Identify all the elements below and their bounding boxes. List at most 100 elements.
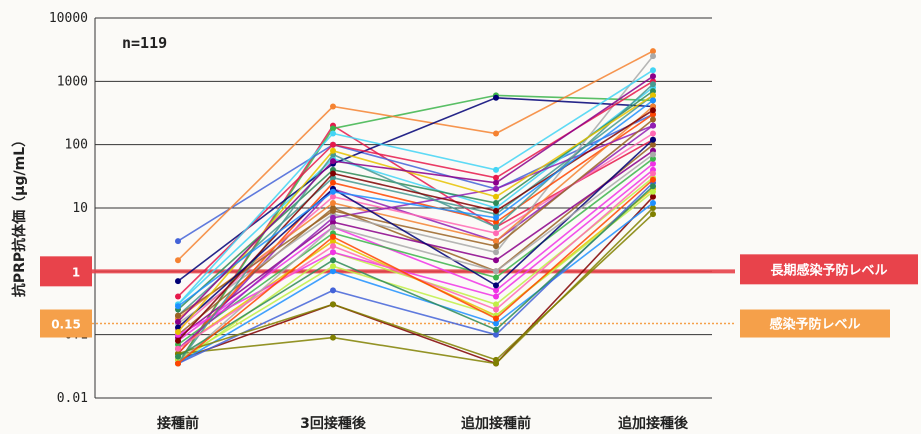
data-point — [650, 67, 656, 74]
series-line — [177, 118, 654, 317]
x-tick-label: 接種前 — [157, 415, 199, 432]
data-point — [330, 179, 336, 186]
data-point — [650, 141, 656, 148]
series-line — [177, 207, 654, 365]
series-line — [177, 179, 654, 365]
series-line — [177, 153, 654, 365]
data-point — [650, 97, 656, 104]
data-point — [330, 268, 336, 275]
data-point — [650, 48, 656, 55]
series-line — [177, 75, 654, 323]
data-point — [650, 88, 656, 95]
data-point — [330, 125, 336, 132]
data-point — [493, 230, 499, 237]
data-point — [650, 211, 656, 218]
data-point — [330, 249, 336, 256]
series-line — [177, 150, 654, 339]
data-point — [493, 274, 499, 281]
data-point — [493, 224, 499, 231]
data-point — [650, 155, 656, 162]
data-point — [330, 200, 336, 206]
data-point — [330, 287, 336, 294]
data-point — [650, 176, 656, 183]
sample-size-annotation: n=119 — [122, 34, 167, 52]
data-point — [493, 306, 499, 313]
ref-tick-box — [40, 309, 92, 338]
data-point — [330, 174, 336, 181]
y-tick-labels: 0.010.1110100100010000 — [49, 11, 88, 406]
data-point — [493, 326, 499, 333]
data-point — [650, 130, 656, 137]
ref-tick-label: 1 — [72, 265, 80, 279]
series-line — [177, 50, 654, 261]
series-line — [177, 213, 654, 361]
data-point — [330, 219, 336, 226]
series-line — [177, 96, 654, 282]
data-point — [650, 73, 656, 80]
data-point — [175, 360, 181, 367]
data-point — [175, 337, 181, 344]
series-line — [177, 158, 654, 346]
data-point — [175, 238, 181, 245]
x-tick-label: 3回接種後 — [300, 415, 367, 432]
data-point — [330, 188, 336, 195]
data-point — [330, 263, 336, 270]
ref-label-box — [740, 309, 890, 338]
data-point — [175, 312, 181, 319]
data-point — [650, 81, 656, 88]
data-point — [330, 147, 336, 154]
data-point — [493, 331, 499, 338]
reference-lines — [48, 269, 735, 325]
series-line — [177, 69, 654, 305]
data-point — [650, 136, 656, 143]
y-tick-label: 1000 — [57, 74, 88, 89]
data-point — [493, 356, 499, 363]
data-point — [650, 111, 656, 118]
x-tick-label: 追加接種後 — [618, 415, 689, 432]
series-line — [177, 196, 654, 365]
y-tick-label: 0.01 — [57, 391, 88, 406]
data-point — [175, 257, 181, 264]
reference-labels: 1 長期感染予防レベル 0.15 感染予防レベル — [40, 254, 918, 338]
data-point — [330, 224, 336, 231]
series-line — [177, 144, 654, 336]
series-line — [177, 169, 654, 336]
data-point — [175, 345, 181, 352]
y-tick-label: 100 — [65, 138, 88, 153]
data-point — [493, 238, 499, 245]
data-point — [175, 293, 181, 300]
data-point — [650, 170, 656, 177]
data-point — [493, 174, 499, 181]
data-point — [330, 334, 336, 341]
data-point — [175, 278, 181, 285]
series-line — [177, 124, 654, 350]
data-point — [493, 179, 499, 186]
data-point — [493, 207, 499, 214]
data-point — [330, 301, 336, 308]
data-point — [330, 130, 336, 137]
y-tick-label: 10000 — [49, 11, 88, 26]
data-point — [493, 282, 499, 289]
data-point — [650, 193, 656, 200]
data-point — [330, 158, 336, 165]
data-point — [650, 92, 656, 99]
data-point — [493, 166, 499, 173]
series-line — [177, 105, 654, 320]
y-tick-label: 10 — [72, 201, 88, 216]
data-point — [493, 320, 499, 327]
data-point — [175, 318, 181, 325]
data-point — [330, 193, 336, 200]
data-point — [493, 249, 499, 256]
data-point — [330, 238, 336, 245]
data-point — [650, 188, 656, 195]
data-point — [493, 257, 499, 264]
series-line — [177, 99, 654, 307]
data-point — [330, 243, 336, 250]
data-point — [330, 257, 336, 264]
ref-label-box — [740, 254, 918, 285]
series-line — [177, 113, 654, 242]
data-point — [330, 103, 336, 110]
data-point — [493, 287, 499, 294]
data-point — [650, 183, 656, 190]
